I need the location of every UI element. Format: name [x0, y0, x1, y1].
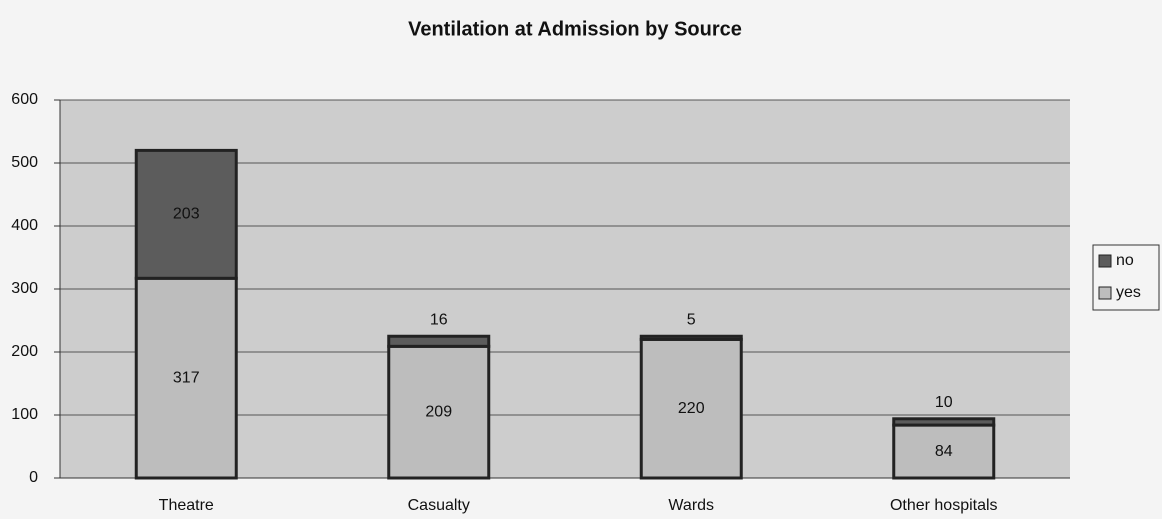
data-label: 209 [425, 403, 452, 420]
bar-segment [892, 417, 996, 427]
x-tick-label: Wards [668, 497, 714, 514]
chart-title: Ventilation at Admission by Source [408, 18, 742, 40]
legend-label: yes [1116, 284, 1141, 301]
x-tick-label: Theatre [159, 497, 214, 514]
legend-swatch [1098, 254, 1112, 268]
bar-segment [387, 334, 491, 348]
legend-label: no [1116, 252, 1134, 269]
bar-segment [639, 337, 743, 480]
data-label: 84 [935, 443, 953, 460]
y-tick-label: 300 [11, 280, 38, 297]
data-label: 220 [678, 400, 705, 417]
y-tick-label: 0 [29, 469, 38, 486]
x-tick-label: Other hospitals [890, 497, 998, 514]
y-tick-label: 100 [11, 406, 38, 423]
data-label: 16 [430, 311, 448, 328]
y-tick-label: 400 [11, 217, 38, 234]
data-label: 203 [173, 206, 200, 223]
x-tick-label: Casualty [408, 497, 470, 514]
bar-segment [639, 334, 743, 341]
bar-segment [134, 276, 238, 480]
legend-swatch [1098, 286, 1112, 300]
bar-segment [134, 148, 238, 280]
y-tick-label: 600 [11, 91, 38, 108]
bar-segment [387, 344, 491, 480]
y-tick-label: 500 [11, 154, 38, 171]
data-label: 317 [173, 369, 200, 386]
y-tick-label: 200 [11, 343, 38, 360]
data-label: 5 [687, 311, 696, 328]
data-label: 10 [935, 394, 953, 411]
